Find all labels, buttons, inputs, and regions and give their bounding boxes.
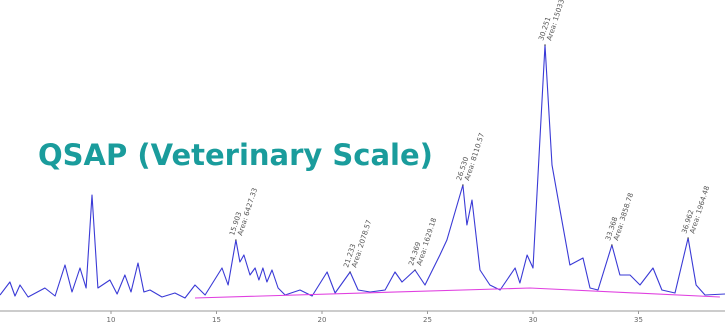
- peak-marker: [462, 184, 464, 186]
- peak-marker: [414, 269, 416, 271]
- peak-marker: [349, 271, 351, 273]
- peak-marker: [687, 237, 689, 239]
- line-series: [194, 287, 720, 299]
- x-tick-label: 35: [634, 316, 643, 324]
- x-tick-label: 25: [423, 316, 432, 324]
- peak-marker: [235, 239, 237, 241]
- x-tick-label: 20: [318, 316, 327, 324]
- x-tick-label: 30: [529, 316, 538, 324]
- line-series: [0, 44, 725, 299]
- peak-marker: [544, 44, 546, 46]
- x-tick-label: 15: [212, 316, 221, 324]
- x-tick-label: 10: [107, 316, 116, 324]
- chart-title: QSAP (Veterinary Scale): [38, 138, 433, 172]
- peak-marker: [611, 244, 613, 246]
